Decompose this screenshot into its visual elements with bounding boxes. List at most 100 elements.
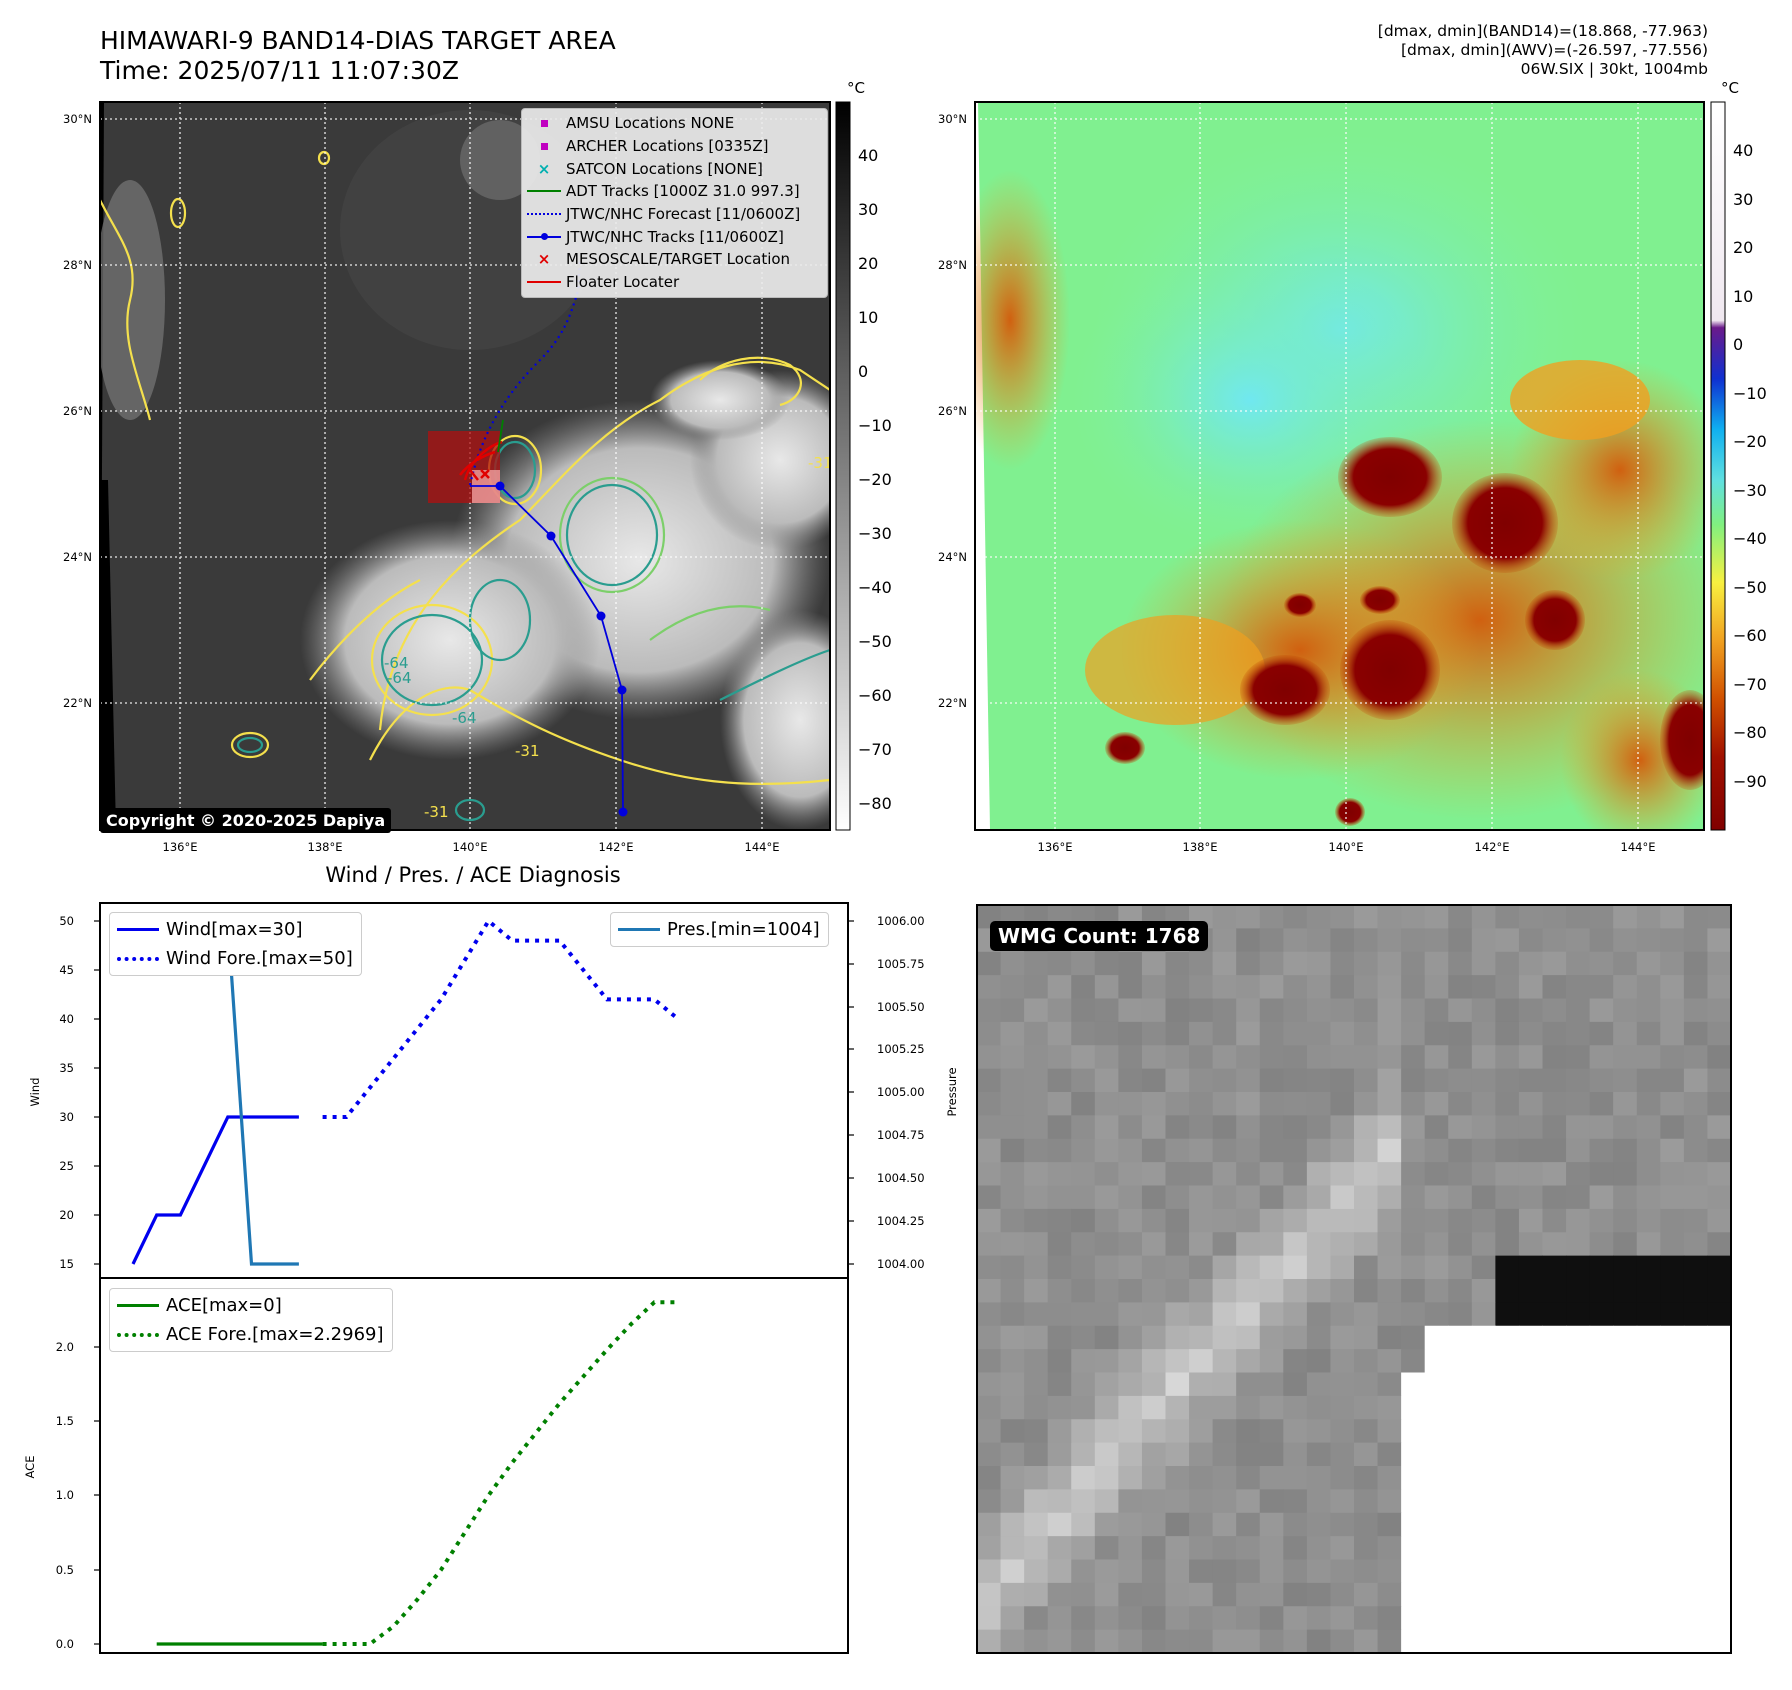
wmg-pixel xyxy=(1118,1162,1143,1187)
wmg-pixel xyxy=(1047,1255,1072,1280)
wmg-pixel xyxy=(1542,905,1567,929)
wmg-pixel xyxy=(1707,1138,1732,1163)
wmg-pixel xyxy=(1660,1232,1685,1257)
legend-ace: ACE[max=0] xyxy=(110,1291,384,1320)
wmg-pixel xyxy=(1660,1045,1685,1070)
wmg-pixel xyxy=(1024,1162,1049,1187)
wmg-pixel xyxy=(1212,1185,1237,1210)
wmg-pixel xyxy=(1189,1045,1214,1070)
wmg-pixel xyxy=(977,1442,1002,1467)
wmg-pixel xyxy=(1000,1442,1025,1467)
contour-label: -64 xyxy=(452,709,477,727)
wmg-pixel xyxy=(1401,1115,1426,1140)
wmg-pixel xyxy=(1071,1349,1096,1374)
legend-jtwc-tracks: JTWC/NHC Tracks [11/0600Z] xyxy=(522,225,827,248)
wmg-pixel xyxy=(1212,1255,1237,1280)
wmg-pixel xyxy=(1707,998,1732,1023)
wmg-pixel xyxy=(1636,1115,1661,1140)
wmg-pixel xyxy=(1636,1325,1661,1350)
ir-map-frame xyxy=(99,101,831,831)
wmg-pixel xyxy=(1354,1536,1379,1561)
wmg-pixel xyxy=(1424,1559,1449,1584)
wmg-pixel xyxy=(1518,1021,1543,1046)
wmg-pixel xyxy=(1283,1185,1308,1210)
wmg-pixel xyxy=(1000,975,1025,1000)
wmg-pixel xyxy=(1189,1302,1214,1327)
wmg-pixel xyxy=(1094,1255,1119,1280)
ace-legend: ACE[max=0] ACE Fore.[max=2.2969] xyxy=(109,1288,393,1352)
storm-info: 06W.SIX | 30kt, 1004mb xyxy=(1520,60,1708,78)
wmg-pixel xyxy=(977,1512,1002,1537)
wmg-pixel xyxy=(1707,1092,1732,1116)
wmg-pixel xyxy=(1283,1372,1308,1397)
wmg-pixel xyxy=(1354,1629,1379,1654)
legend-jtwc-forecast: JTWC/NHC Forecast [11/0600Z] xyxy=(522,203,827,226)
wmg-pixel xyxy=(1283,1208,1308,1233)
wmg-pixel xyxy=(1212,1021,1237,1046)
wmg-pixel xyxy=(1024,1302,1049,1327)
wmg-pixel xyxy=(1660,928,1685,953)
pressure-ticks: 1006.00 1005.75 1005.50 1005.25 1005.00 … xyxy=(877,914,925,1271)
wmg-pixel xyxy=(1707,1162,1732,1187)
wmg-pixel xyxy=(1589,1536,1614,1561)
wmg-pixel xyxy=(1401,1536,1426,1561)
wmg-pixel xyxy=(1542,928,1567,953)
svg-text:30°N: 30°N xyxy=(63,112,92,126)
wmg-pixel xyxy=(1660,1606,1685,1631)
wmg-pixel xyxy=(1636,1021,1661,1046)
wmg-pixel xyxy=(1118,1115,1143,1140)
target-marker xyxy=(480,469,490,479)
wmg-pixel xyxy=(1495,1466,1520,1490)
wmg-pixel xyxy=(1024,1021,1049,1046)
wmg-pixel xyxy=(1306,1629,1331,1654)
wmg-pixel xyxy=(1613,1255,1638,1280)
wmg-pixel xyxy=(1236,975,1261,1000)
wmg-pixel xyxy=(1047,1045,1072,1070)
wmg-pixel xyxy=(1212,1115,1237,1140)
ir-colorbar xyxy=(835,101,851,831)
svg-text:45: 45 xyxy=(59,963,74,977)
svg-text:140°E: 140°E xyxy=(1329,840,1364,854)
wmg-pixel xyxy=(1000,1021,1025,1046)
wmg-pixel xyxy=(1660,1185,1685,1210)
wmg-pixel xyxy=(1518,1325,1543,1350)
wmg-pixel xyxy=(1495,1138,1520,1163)
wmg-pixel xyxy=(1683,1138,1708,1163)
wmg-pixel xyxy=(1683,1536,1708,1561)
wmg-pixel xyxy=(1212,1092,1237,1116)
wmg-pixel xyxy=(1660,1536,1685,1561)
wmg-pixel xyxy=(1047,1606,1072,1631)
wmg-pixel xyxy=(1094,1162,1119,1187)
pressure-axis-label: Pressure xyxy=(945,1067,959,1116)
wmg-pixel xyxy=(1401,1512,1426,1537)
wmg-pixel xyxy=(1306,1395,1331,1420)
wmg-pixel xyxy=(1141,1302,1166,1327)
wmg-pixel xyxy=(1283,1068,1308,1093)
wmg-pixel xyxy=(1047,951,1072,976)
wmg-pixel xyxy=(1683,1255,1708,1280)
wmg-pixel xyxy=(1377,1372,1402,1397)
wmg-pixel xyxy=(1448,1232,1473,1257)
wmg-pixel xyxy=(1495,1045,1520,1070)
wmg-pixel xyxy=(1118,1606,1143,1631)
wmg-pixel xyxy=(1589,1279,1614,1303)
wmg-pixel xyxy=(1566,1512,1591,1537)
wmg-pixel xyxy=(1189,1372,1214,1397)
svg-text:20: 20 xyxy=(59,1208,74,1222)
wmg-pixel xyxy=(1636,975,1661,1000)
svg-text:1006.00: 1006.00 xyxy=(877,914,925,928)
wmg-pixel xyxy=(1306,1092,1331,1116)
wmg-pixel xyxy=(1094,1372,1119,1397)
wmg-pixel xyxy=(1542,1138,1567,1163)
svg-text:1004.75: 1004.75 xyxy=(877,1128,925,1142)
wmg-pixel xyxy=(1542,1185,1567,1210)
wmg-pixel xyxy=(1354,998,1379,1023)
wmg-pixel xyxy=(1094,1232,1119,1257)
wmg-pixel xyxy=(1330,951,1355,976)
wmg-pixel xyxy=(1283,1232,1308,1257)
wmg-pixel xyxy=(1000,1115,1025,1140)
wmg-pixel xyxy=(1236,1302,1261,1327)
wmg-pixel xyxy=(1141,1325,1166,1350)
wmg-pixel xyxy=(1495,1395,1520,1420)
wmg-pixel xyxy=(1330,1185,1355,1210)
